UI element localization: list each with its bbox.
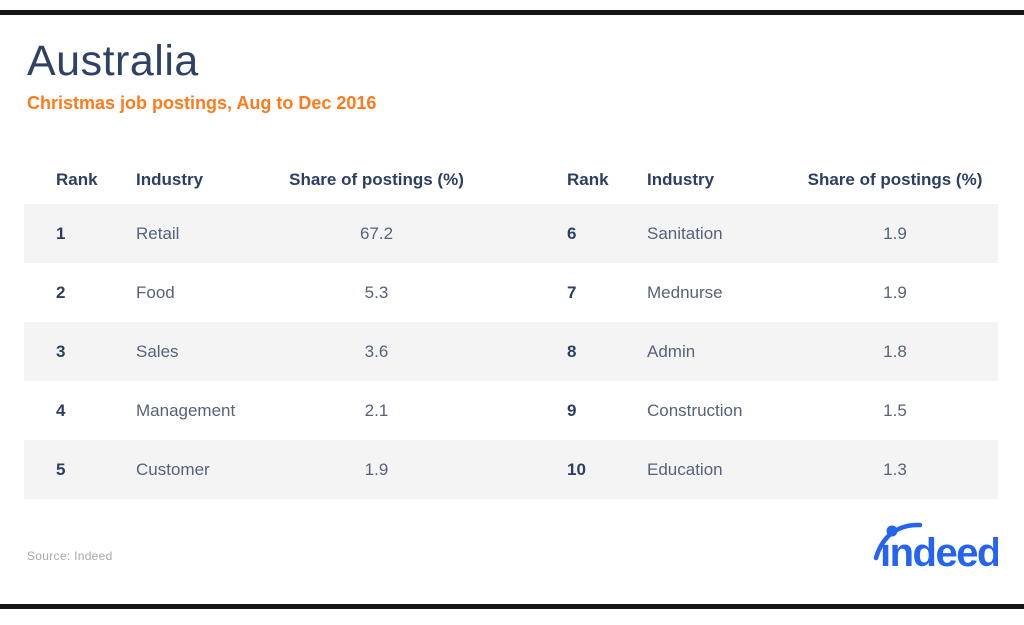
page-title: Australia <box>27 37 199 85</box>
rank-cell: 1 <box>56 223 66 243</box>
industry-cell: Food <box>136 282 175 302</box>
slide-footer: Source: Indeed ındeed <box>24 513 998 573</box>
table-body: 1 Retail 67.2 6 Sanitation 1.9 2 Food 5.3 7 Mednur… <box>24 204 998 499</box>
column-header-industry: Industry <box>647 169 715 189</box>
share-cell: 1.3 <box>883 459 907 479</box>
rank-cell: 10 <box>567 459 586 479</box>
share-cell: 1.9 <box>364 459 389 479</box>
table-row-right-half: 7 Mednurse 1.9 <box>511 283 998 303</box>
column-header-share: Share of postings (%) <box>289 169 464 189</box>
rank-cell: 9 <box>567 400 577 420</box>
rank-cell: 8 <box>567 341 577 361</box>
table-row: 1 Retail 67.2 6 Sanitation 1.9 <box>24 204 998 263</box>
share-cell: 1.5 <box>883 400 907 420</box>
table-row-right-half: 8 Admin 1.8 <box>511 342 998 362</box>
table-header-right: Rank Industry Share of postings (%) <box>511 170 998 190</box>
page-subtitle: Christmas job postings, Aug to Dec 2016 <box>27 93 377 113</box>
slide-content: Australia Christmas job postings, Aug to… <box>24 40 998 573</box>
source-note: Source: Indeed <box>27 549 113 563</box>
table-row: 2 Food 5.3 7 Mednurse 1.9 <box>24 263 998 322</box>
table-row-left-half: 4 Management 2.1 <box>24 401 511 421</box>
table-row-right-half: 9 Construction 1.5 <box>511 401 998 421</box>
share-cell: 2.1 <box>364 400 389 420</box>
share-cell: 5.3 <box>364 282 389 302</box>
industry-cell: Admin <box>647 341 696 361</box>
rank-cell: 3 <box>56 341 66 361</box>
table-row: 3 Sales 3.6 8 Admin 1.8 <box>24 322 998 381</box>
industry-cell: Sales <box>136 341 179 361</box>
industry-cell: Management <box>136 400 236 420</box>
table-row-left-half: 2 Food 5.3 <box>24 283 511 303</box>
industry-cell: Construction <box>647 400 743 420</box>
rankings-table: Rank Industry Share of postings (%) Rank… <box>24 155 998 499</box>
rank-cell: 2 <box>56 282 66 302</box>
share-cell: 1.9 <box>883 223 907 243</box>
rank-cell: 6 <box>567 223 577 243</box>
bottom-border-rule <box>0 604 1024 609</box>
rank-cell: 4 <box>56 400 66 420</box>
share-cell: 1.9 <box>883 282 907 302</box>
column-header-industry: Industry <box>136 169 204 189</box>
table-header-left: Rank Industry Share of postings (%) <box>24 170 511 190</box>
logo-wordmark: ındeed <box>880 531 998 573</box>
table-header-row: Rank Industry Share of postings (%) Rank… <box>24 155 998 204</box>
table-row: 5 Customer 1.9 10 Education 1.3 <box>24 440 998 499</box>
column-header-rank: Rank <box>567 169 609 189</box>
share-cell: 1.8 <box>883 341 907 361</box>
table-row: 4 Management 2.1 9 Construction 1.5 <box>24 381 998 440</box>
logo-i-dot-icon <box>886 525 898 537</box>
column-header-rank: Rank <box>56 169 98 189</box>
share-cell: 67.2 <box>359 223 394 243</box>
industry-cell: Retail <box>136 223 180 243</box>
table-row-left-half: 3 Sales 3.6 <box>24 342 511 362</box>
table-row-right-half: 6 Sanitation 1.9 <box>511 224 998 244</box>
industry-cell: Mednurse <box>647 282 723 302</box>
rank-cell: 5 <box>56 459 66 479</box>
indeed-logo: ındeed <box>873 522 998 573</box>
table-row-left-half: 5 Customer 1.9 <box>24 460 511 480</box>
share-cell: 3.6 <box>364 341 389 361</box>
top-border-rule <box>0 10 1024 15</box>
industry-cell: Customer <box>136 459 210 479</box>
industry-cell: Education <box>647 459 723 479</box>
column-header-share: Share of postings (%) <box>807 169 983 189</box>
table-row-left-half: 1 Retail 67.2 <box>24 224 511 244</box>
industry-cell: Sanitation <box>647 223 723 243</box>
rank-cell: 7 <box>567 282 577 302</box>
table-row-right-half: 10 Education 1.3 <box>511 460 998 480</box>
